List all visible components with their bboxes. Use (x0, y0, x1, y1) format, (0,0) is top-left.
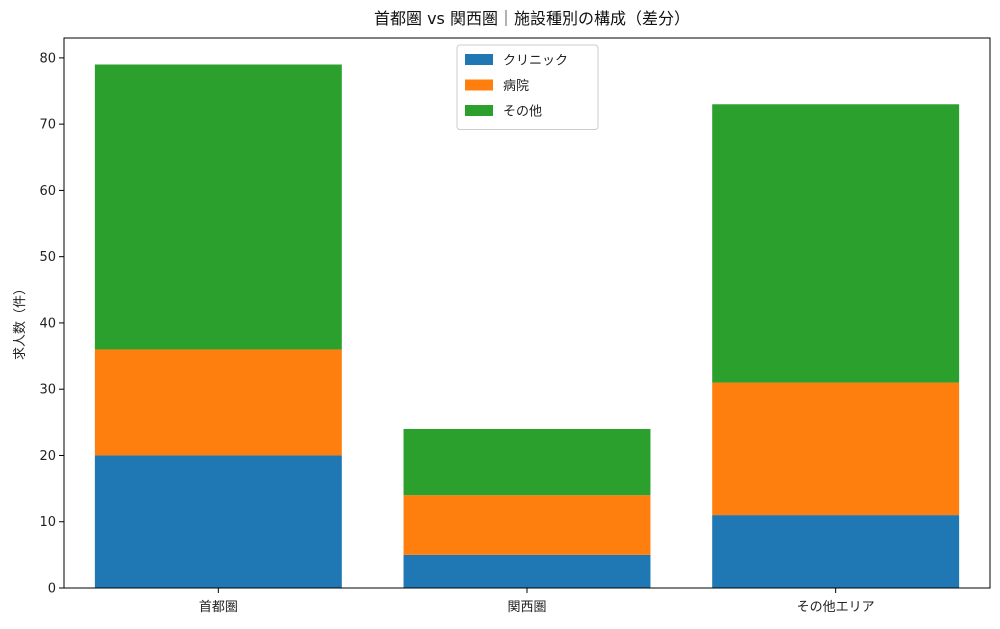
y-tick-label: 30 (39, 383, 56, 398)
legend-swatch (465, 54, 493, 65)
x-tick-label: その他エリア (797, 600, 875, 615)
bar-1-1 (94, 455, 342, 588)
bars (94, 64, 960, 588)
x-tick-label: 首都圏 (199, 600, 238, 615)
legend-swatch (465, 105, 493, 116)
bar-3-1 (94, 64, 342, 350)
bar-3-3 (712, 104, 960, 383)
y-tick-label: 50 (39, 250, 56, 265)
x-tick-label: 関西圏 (507, 600, 546, 615)
y-ticks: 0 10 20 30 40 50 60 70 80 (39, 51, 64, 597)
y-axis-label: 求人数（件） (13, 282, 28, 360)
y-tick-label: 0 (48, 582, 56, 597)
y-tick-label: 20 (39, 449, 56, 464)
bar-3-2 (403, 428, 651, 496)
y-tick-label: 60 (39, 184, 56, 199)
y-tick-label: 70 (39, 118, 56, 133)
y-tick-label: 40 (39, 316, 56, 331)
bar-2-2 (403, 495, 651, 555)
bar-2-1 (94, 349, 342, 456)
x-ticks: 首都圏 関西圏 その他エリア (199, 588, 875, 615)
legend-swatch (465, 79, 493, 91)
y-tick-label: 80 (39, 51, 56, 66)
y-tick-label: 10 (39, 515, 56, 530)
plot-frame (63, 37, 991, 589)
legend-label: その他 (503, 105, 542, 120)
bar-1-3 (712, 515, 960, 588)
bar-1-2 (403, 554, 651, 588)
legend-label: クリニック (503, 54, 568, 69)
legend-label: 病院 (503, 79, 529, 94)
bar-2-3 (712, 382, 960, 516)
chart-title: 首都圏 vs 関西圏｜施設種別の構成（差分） (374, 9, 690, 28)
